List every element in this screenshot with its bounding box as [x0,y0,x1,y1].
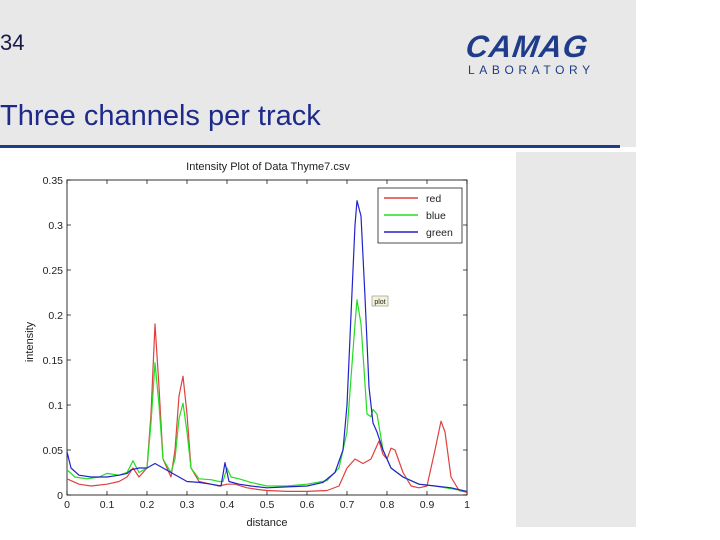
y-tick-label: 0.1 [48,400,63,412]
y-tick-label: 0.2 [48,310,63,322]
x-tick-label: 0 [64,499,70,511]
intensity-chart: Intensity Plot of Data Thyme7.csv 0 0.1 0.… [24,161,470,529]
chart-title: Intensity Plot of Data Thyme7.csv [186,161,350,173]
header-band [0,0,636,147]
series-line-blue [66,299,468,492]
x-tick-label: 0.5 [260,499,275,511]
series-layer [66,200,468,493]
x-tick-label: 0.9 [420,499,435,511]
x-tick-label: 0.4 [220,499,235,511]
plot-annotation: plot [371,295,389,307]
y-axis-label: intensity [24,321,36,362]
legend: red blue green [377,187,463,244]
legend-label-red: red [426,193,441,205]
x-axis-label: distance [247,517,288,529]
x-tick-label: 0.8 [380,499,395,511]
slide-title: Three channels per track [0,100,321,132]
series-line-green [66,200,468,492]
title-rule [0,145,620,148]
x-tick-label: 0.7 [340,499,355,511]
x-tick-label: 0.6 [300,499,315,511]
logo-wordmark: CAMAG [463,29,591,64]
y-tick-label: 0.25 [43,265,64,277]
x-tick-label: 0.3 [180,499,195,511]
plot-annotation-label: plot [374,299,385,306]
camag-logo: CAMAG LABORATORY [463,29,622,78]
right-panel [516,152,636,527]
y-tick-label: 0.05 [43,445,64,457]
x-tick-label: 0.1 [100,499,115,511]
y-tick-label: 0.35 [43,175,64,187]
y-tick-label: 0.15 [43,355,64,367]
legend-label-blue: blue [426,210,446,222]
logo-subtitle: LABORATORY [468,63,595,77]
y-tick-label: 0.3 [48,220,63,232]
y-tick-label: 0 [57,490,63,502]
x-tick-label: 1 [464,499,470,511]
legend-label-green: green [426,227,453,239]
slide-number: 34 [0,30,25,55]
x-tick-label: 0.2 [140,499,155,511]
